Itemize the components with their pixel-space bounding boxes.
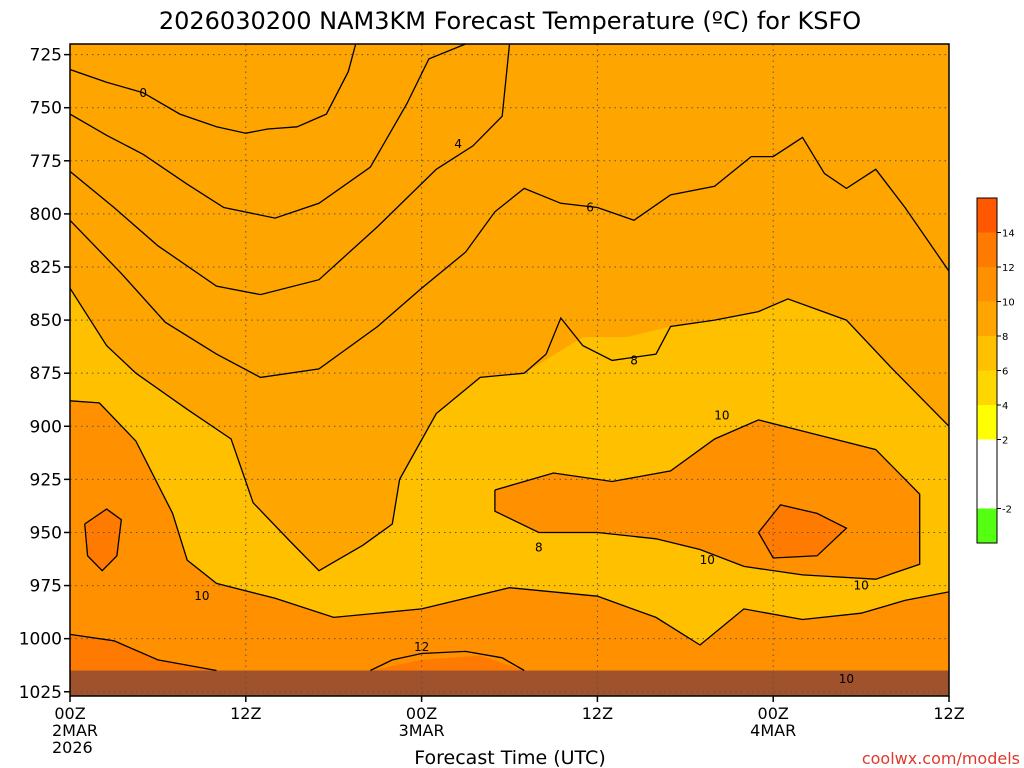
ground-fill [70, 670, 949, 696]
y-tick-label-850: 850 [30, 311, 62, 331]
plot-area: 0 4 6 8 10 10 12 8 10 10 10 [70, 44, 949, 696]
y-tick-label-825: 825 [30, 258, 62, 278]
x-axis-label: Forecast Time (UTC) [414, 747, 605, 768]
colorbar-tick-label-2: 4 [1002, 401, 1008, 412]
temperature-band-11 [758, 504, 847, 558]
colorbar-tick-label-6: 12 [1002, 263, 1015, 274]
y-axis: 725 750 775 800 825 850 875 900 925 950 975 1000 102… [19, 46, 70, 703]
temperature-band-8 [370, 655, 525, 671]
y-tick-label-925: 925 [30, 470, 62, 490]
temperature-band-7 [70, 634, 217, 671]
contour-label-6: 12 [414, 640, 429, 654]
contour-label-4: 10 [194, 589, 209, 603]
y-tick-label-800: 800 [30, 205, 62, 225]
colorbar-tick-label-3: 6 [1002, 367, 1008, 378]
y-tick-label-1000: 1000 [19, 630, 62, 650]
contour-label-10: 10 [839, 672, 854, 686]
colorbar-tick-label-5: 10 [1002, 298, 1015, 309]
contour-line-8-4 [70, 287, 949, 572]
contour-label-2: 6 [586, 201, 594, 215]
colorbar-swatch-0 [977, 508, 997, 543]
colorbar-swatch-4 [977, 336, 997, 371]
y-tick-label-750: 750 [30, 99, 62, 119]
colorbar-swatch-7 [977, 232, 997, 267]
colorbar: -2 2 4 6 8 10 12 14 [976, 197, 1015, 544]
y-tick-label-900: 900 [30, 417, 62, 437]
contour-line-6-3 [70, 136, 949, 379]
contour-line-4-2 [70, 44, 511, 296]
contour-line-2-1 [70, 44, 466, 219]
colorbar-swatch-3 [977, 370, 997, 405]
chart-title: 2026030200 NAM3KM Forecast Temperature (… [159, 7, 861, 35]
colorbar-tick-label-1: 2 [1002, 436, 1008, 447]
colorbar-swatch-1 [977, 439, 997, 509]
x-tick-label-24: 00Z [406, 704, 437, 723]
contour-line-12-8 [70, 633, 217, 672]
x-tick-label-0: 00Z [54, 704, 85, 723]
contour-label-8: 10 [700, 553, 715, 567]
colorbar-swatch-8 [977, 198, 997, 233]
contour-line-10-6 [494, 419, 921, 580]
contour-label-3: 8 [630, 353, 638, 367]
y-tick-label-975: 975 [30, 577, 62, 597]
credit-link[interactable]: coolwx.com/models [862, 749, 1020, 768]
contour-line-0-0 [70, 44, 357, 134]
x-tick-date-24: 3MAR [399, 721, 445, 740]
y-tick-label-950: 950 [30, 523, 62, 543]
contour-label-5: 10 [714, 409, 729, 423]
contour-labels: 0 4 6 8 10 10 12 8 10 10 10 [139, 86, 868, 686]
contour-label-9: 10 [853, 579, 868, 593]
x-tick-date-48: 4MAR [750, 721, 796, 740]
ground-band [70, 670, 949, 696]
colorbar-swatch-2 [977, 405, 997, 440]
temperature-band-10 [84, 509, 122, 571]
x-tick-label-12: 12Z [230, 704, 261, 723]
y-tick-label-1025: 1025 [19, 683, 62, 703]
x-tick-label-48: 00Z [758, 704, 789, 723]
colorbar-swatch-6 [977, 267, 997, 302]
colorbar-swatch-5 [977, 301, 997, 336]
colorbar-tick-label-7: 14 [1002, 229, 1015, 240]
plot-frame [69, 43, 950, 697]
contour-lines [70, 44, 949, 672]
y-tick-label-725: 725 [30, 46, 62, 66]
y-tick-label-775: 775 [30, 152, 62, 172]
colorbar-tick-label-4: 8 [1002, 332, 1008, 343]
contour-line-12-9 [757, 504, 848, 559]
x-tick-year-0: 2026 [52, 738, 93, 757]
contour-label-0: 0 [139, 86, 147, 100]
contour-line-10-5 [70, 400, 949, 646]
contour-line-12-7 [370, 650, 525, 672]
x-tick-label-36: 12Z [582, 704, 613, 723]
temperature-band-5 [70, 44, 949, 571]
contour-label-7: 8 [535, 540, 543, 554]
contour-label-1: 4 [454, 137, 462, 151]
x-tick-label-60: 12Z [933, 704, 964, 723]
y-tick-label-875: 875 [30, 364, 62, 384]
contour-line-12-10 [84, 508, 122, 572]
colorbar-tick-label-0: -2 [1002, 505, 1012, 516]
x-tick-date-0: 2MAR [52, 721, 98, 740]
